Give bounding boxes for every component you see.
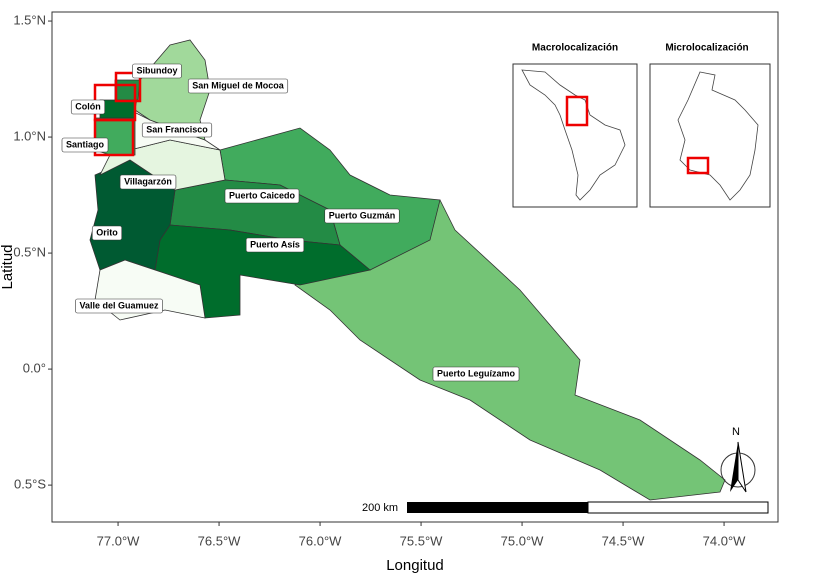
region-label: Puerto Guzmán [329, 210, 396, 220]
label-box [187, 78, 289, 94]
region-label: San Francisco [146, 124, 208, 134]
north-label: N [732, 426, 740, 438]
label-box [141, 122, 213, 138]
region-label: San Miguel de Mocoa [192, 80, 285, 90]
country [677, 71, 759, 201]
inset-title: Microlocalización [665, 43, 748, 54]
x-tick-label: 75.0°W [501, 533, 545, 548]
label-box [432, 366, 520, 382]
inset-title: Macrolocalización [532, 43, 618, 54]
y-axis-label: Latitud [0, 244, 16, 289]
label-box [91, 225, 123, 241]
label-box [70, 99, 106, 115]
region-label: Puerto Caicedo [229, 190, 296, 200]
region-labels: Sibundoy San Miguel de Mocoa Colón San Fran… [61, 63, 520, 382]
label-box [119, 174, 177, 190]
label-box [61, 137, 109, 153]
x-tick-label: 74.5°W [602, 533, 646, 548]
scale-label: 200 km [362, 502, 398, 514]
region-label: Puerto Asís [250, 239, 300, 249]
x-tick-label: 76.5°W [198, 533, 242, 548]
label-box [224, 188, 300, 204]
y-tick-label: 1.0°N [13, 129, 46, 144]
region-label: Villagarzón [124, 176, 172, 186]
x-tick-label: 77.0°W [97, 533, 141, 548]
x-axis-label: Longitud [386, 557, 444, 574]
region-label: Santiago [66, 139, 105, 149]
region-label: Valle del Guamuez [79, 300, 159, 310]
x-tick-label: 75.5°W [400, 533, 444, 548]
x-tick-label: 76.0°W [299, 533, 343, 548]
axes: 77.0°W 76.5°W 76.0°W 75.5°W 75.0°W 74.5°W 74.0… [13, 12, 746, 548]
region-label: Orito [96, 227, 118, 237]
label-box [245, 237, 305, 253]
y-tick-label: 0.0° [23, 361, 46, 376]
region-label: Sibundoy [137, 65, 178, 75]
highlight [565, 95, 589, 127]
scale-bar [407, 502, 588, 513]
region-label: Colón [75, 101, 101, 111]
x-tick-label: 74.0°W [703, 533, 747, 548]
y-tick-label: 1.5°N [13, 12, 46, 27]
region [99, 99, 136, 119]
label-box [324, 208, 400, 224]
region-label: Puerto Leguízamo [437, 368, 516, 378]
scale-bar [587, 501, 769, 514]
highlight [686, 156, 710, 175]
y-tick-label: 0.5°S [14, 477, 46, 492]
label-box [132, 63, 182, 79]
label-box [75, 298, 163, 314]
north-arrow [720, 441, 756, 493]
highlight [114, 71, 142, 103]
region [294, 199, 726, 501]
highlight [93, 118, 135, 157]
y-tick-label: 0.5°N [13, 245, 46, 260]
